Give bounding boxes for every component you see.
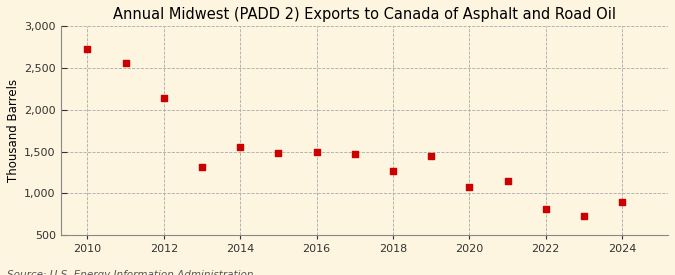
Point [464,185,475,189]
Title: Annual Midwest (PADD 2) Exports to Canada of Asphalt and Road Oil: Annual Midwest (PADD 2) Exports to Canad… [113,7,616,22]
Point [120,60,131,65]
Point [426,153,437,158]
Point [502,179,513,183]
Point [350,152,360,156]
Text: Source: U.S. Energy Information Administration: Source: U.S. Energy Information Administ… [7,271,253,275]
Point [273,151,284,155]
Point [387,169,398,173]
Point [578,214,589,218]
Point [235,145,246,150]
Point [311,150,322,155]
Point [159,96,169,100]
Point [617,200,628,204]
Y-axis label: Thousand Barrels: Thousand Barrels [7,79,20,182]
Point [541,207,551,211]
Point [196,165,207,170]
Point [82,46,92,51]
